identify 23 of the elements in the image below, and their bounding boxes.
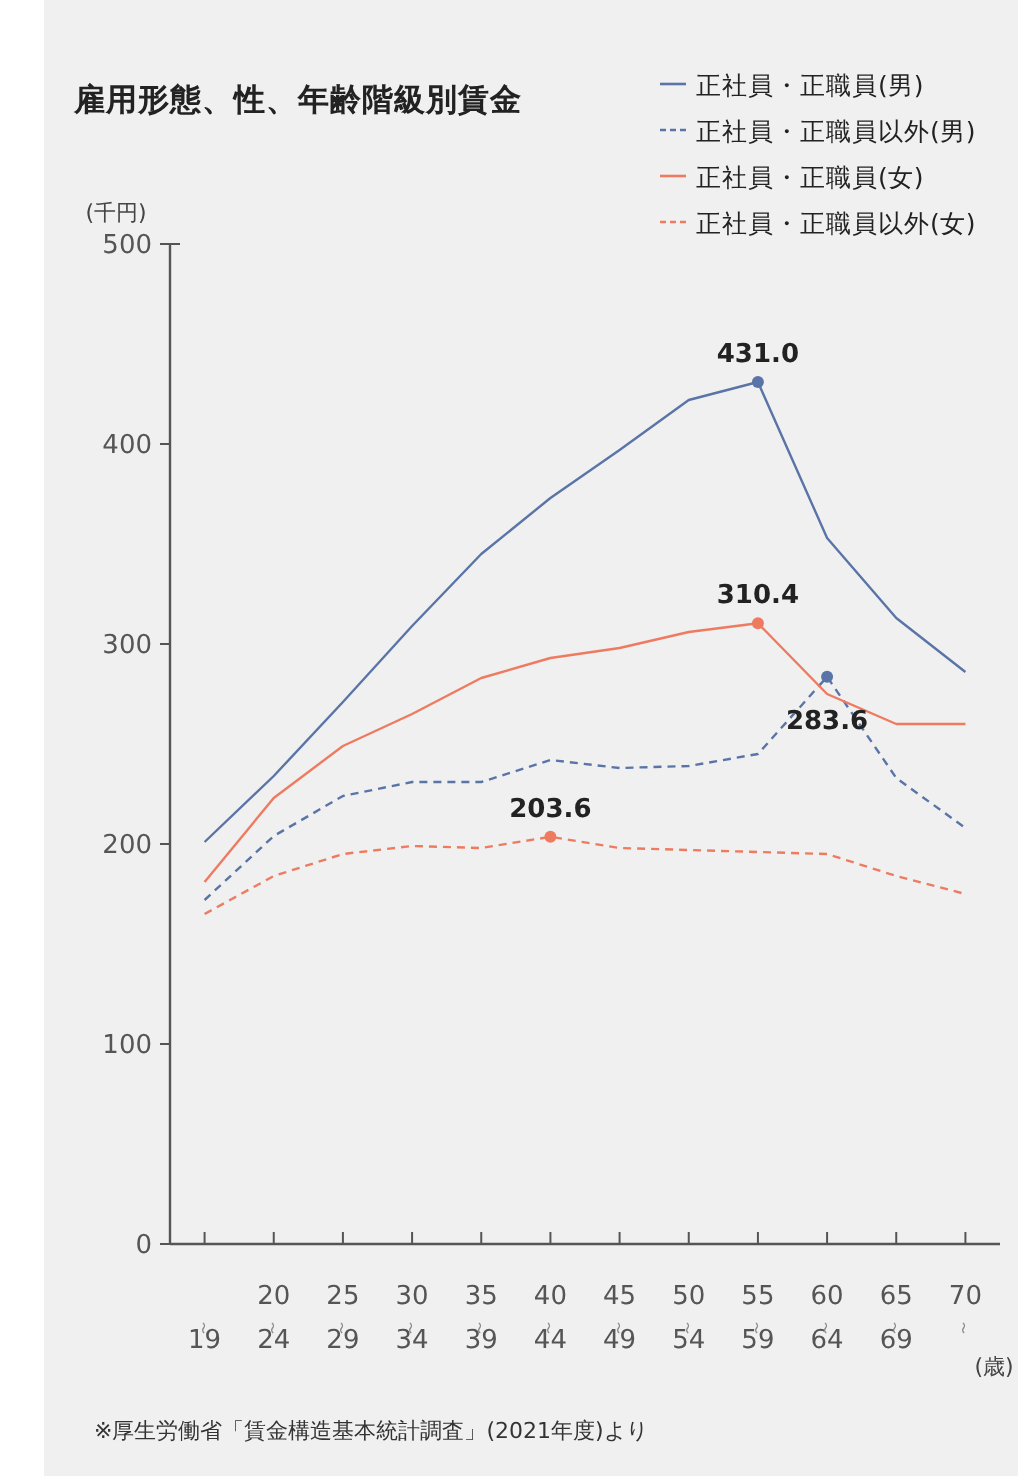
- point: [544, 830, 557, 843]
- y-tick-label: 100: [102, 1031, 152, 1061]
- y-tick-label: 200: [102, 831, 152, 861]
- text: ※厚生労働省「賃金構造基本統計調査」(2021年度)より: [94, 1418, 648, 1444]
- data-label: 310.4: [716, 581, 800, 612]
- y-tick-label: 300: [102, 631, 152, 661]
- data-label: 431.0: [716, 340, 800, 370]
- y-tick-label: 0: [135, 1231, 152, 1261]
- legend-label: 正社員・正職員(男): [696, 70, 924, 100]
- line-series: [203, 376, 967, 844]
- data-label: 203.6: [509, 794, 592, 825]
- y-axis-title: (千円): [85, 200, 147, 226]
- x-axis-title: (歳): [974, 1354, 1014, 1380]
- point: [751, 617, 764, 630]
- y-tick-label: 500: [102, 231, 152, 261]
- point: [821, 670, 834, 683]
- chart-title: 雇用形態、性、年齢階級別賃金: [72, 82, 522, 118]
- legend-label: 正社員・正職員(女): [696, 162, 924, 192]
- legend-label: 正社員・正職員以外(女): [696, 208, 976, 238]
- y-tick-label: 400: [102, 431, 152, 461]
- point: [751, 376, 764, 388]
- legend-label: 正社員・正職員以外(男): [696, 116, 976, 146]
- data-label: 283.6: [785, 706, 869, 737]
